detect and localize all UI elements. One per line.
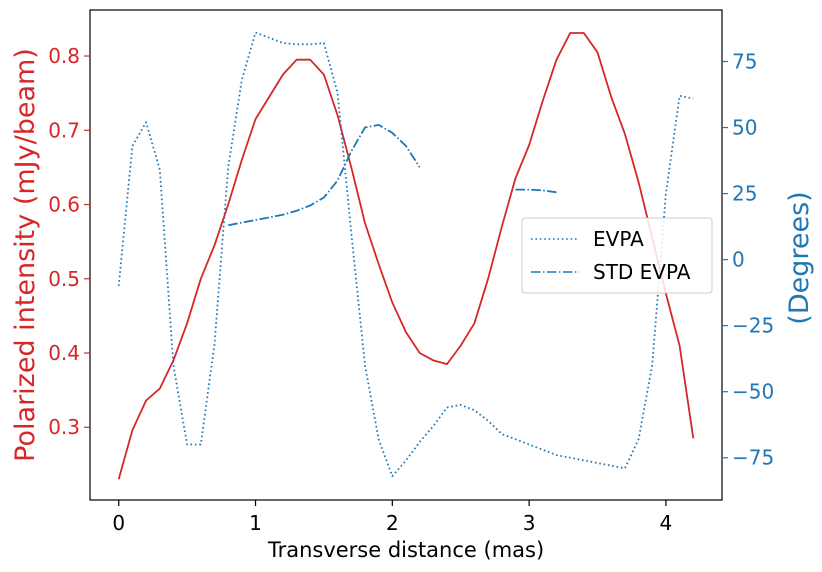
series-line-std-evpa-part-2 [515,188,557,194]
y-right-tick-label: −25 [732,314,774,338]
x-tick-label: 1 [249,511,262,535]
legend-std-evpa-label: STD EVPA [593,260,691,284]
x-tick-label: 2 [386,511,399,535]
legend: EVPA STD EVPA [521,217,713,294]
series-line-std-evpa-part-1 [228,124,421,227]
series-layer [117,31,695,480]
y-axis-left: 0.3 0.4 0.5 0.6 0.7 0.8 [48,44,90,439]
plot-frame [89,9,723,501]
y-right-tick-label: 25 [732,182,757,206]
series-line-evpa [117,31,694,478]
y-left-tick-label: 0.4 [48,341,80,365]
y-axis-right-title: (Degrees) [784,191,815,324]
y-axis-left-title: Polarized intensity (mJy/beam) [10,48,41,462]
x-tick-label: 0 [112,511,125,535]
legend-box [521,217,713,294]
x-tick-label: 4 [660,511,673,535]
y-right-tick-label: −75 [732,446,774,470]
y-axis-right: −75 −50 −25 0 25 50 75 [722,50,774,470]
y-left-tick-label: 0.5 [48,267,80,291]
x-axis-title: Transverse distance (mas) [267,538,544,562]
y-left-tick-label: 0.8 [48,44,80,68]
y-right-tick-label: −50 [732,380,774,404]
series-line-polarized-intensity [117,32,695,480]
y-left-tick-label: 0.6 [48,193,80,217]
x-tick-label: 3 [523,511,536,535]
legend-evpa-label: EVPA [593,227,644,251]
y-left-tick-label: 0.7 [48,118,80,142]
y-right-tick-label: 75 [732,50,757,74]
y-left-tick-label: 0.3 [48,415,80,439]
x-axis: 0 1 2 3 4 [112,500,672,535]
y-right-tick-label: 50 [732,116,757,140]
y-right-tick-label: 0 [732,248,745,272]
